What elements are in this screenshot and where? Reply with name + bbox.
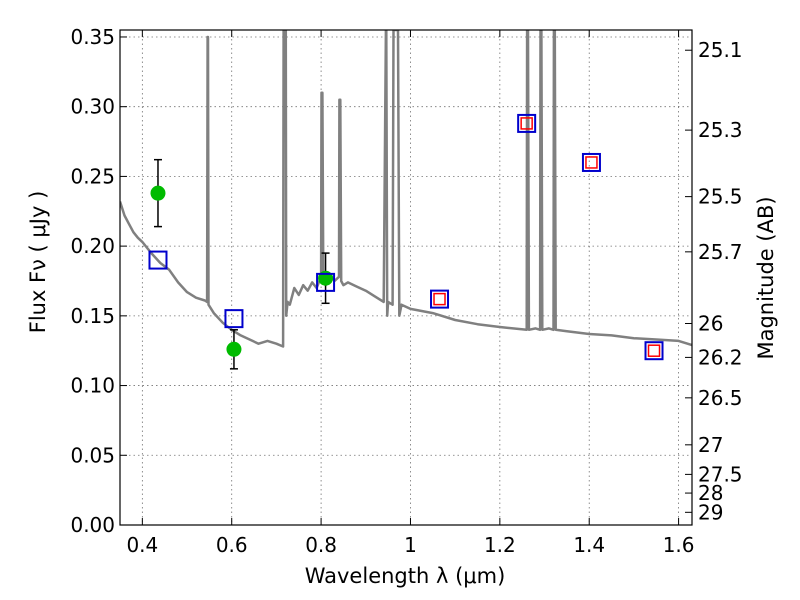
y-tick-label: 0.10	[70, 374, 115, 398]
plot-area	[120, 30, 692, 370]
y-right-tick-label: 28	[698, 481, 723, 505]
x-tick-label: 0.4	[126, 533, 158, 557]
x-tick-label: 1.6	[663, 533, 695, 557]
y-axis-right-title: Magnitude (AB)	[754, 196, 778, 359]
y-right-tick-label: 25.1	[698, 38, 743, 62]
model-flux-small-square	[585, 156, 598, 169]
model-flux-square	[430, 289, 450, 309]
grid-lines	[120, 30, 692, 526]
x-axis-title: Wavelength λ (μm)	[305, 564, 506, 588]
model-flux-square	[148, 250, 168, 270]
model-flux-square	[644, 341, 664, 361]
y-tick-label: 0.25	[70, 164, 115, 188]
x-tick-label: 1	[404, 533, 417, 557]
y-tick-label: 0.00	[70, 513, 115, 537]
axes: 0.4 0.6 0.8 1 1.2 1.4 1.6 0.00 0.05 0.10 0.15 0.20 0…	[70, 25, 742, 557]
model-flux-square	[581, 152, 601, 172]
y-right-tick-label: 25.3	[698, 118, 743, 142]
y-right-tick-label: 27	[698, 433, 723, 457]
plot-frame	[119, 29, 693, 526]
y-right-tick-label: 29	[698, 500, 723, 524]
model-flux-small-square	[647, 344, 661, 357]
model-flux-small-square	[520, 117, 533, 130]
y-right-tick-label: 26	[698, 312, 723, 336]
y-right-tick-label: 27.5	[698, 462, 743, 486]
y-tick-label: 0.05	[70, 443, 115, 467]
model-flux-square	[224, 309, 244, 329]
y-right-tick-label: 26.5	[698, 386, 743, 410]
x-tick-label: 0.6	[216, 533, 248, 557]
x-tick-label: 0.8	[305, 533, 337, 557]
y-tick-label: 0.20	[70, 234, 115, 258]
model-flux-square	[316, 272, 336, 292]
photometry-point	[150, 185, 166, 201]
y-tick-label: 0.15	[70, 304, 115, 328]
y-right-tick-label: 26.2	[698, 345, 743, 369]
series-group	[120, 30, 692, 348]
model-flux-square	[517, 113, 537, 133]
x-tick-label: 1.2	[484, 533, 516, 557]
y-tick-label: 0.30	[70, 95, 115, 119]
photometry-point	[226, 341, 242, 357]
model-flux-small-square	[433, 292, 446, 306]
spectrum-line	[120, 30, 692, 348]
x-tick-label: 1.4	[573, 533, 605, 557]
y-axis-title: Flux Fν ( μJy )	[26, 191, 50, 334]
y-tick-label: 0.35	[70, 25, 115, 49]
y-right-tick-label: 25.5	[698, 185, 743, 209]
y-right-tick-label: 25.7	[698, 240, 743, 264]
